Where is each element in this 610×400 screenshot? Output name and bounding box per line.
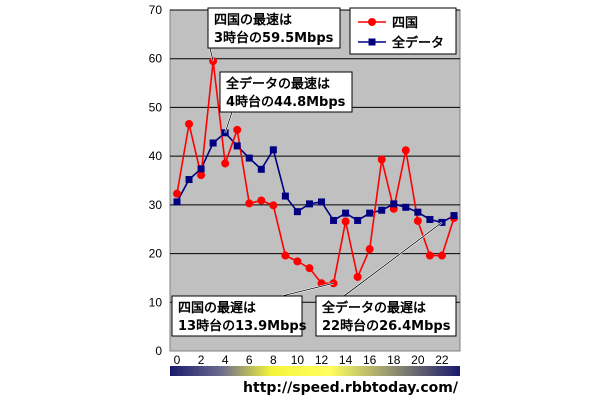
annotation-box (207, 7, 341, 49)
annotation-line2: 22時台の26.4Mbps (322, 318, 451, 334)
data-point-all (366, 209, 374, 217)
annotation-line2: 13時台の13.9Mbps (178, 318, 307, 334)
x-tick-label: 22 (435, 353, 449, 367)
annotation-leader-outline (281, 282, 334, 297)
data-point-all (426, 215, 434, 223)
annotation-box (219, 71, 353, 113)
annotation-line1: 四国の最遅は (178, 301, 256, 316)
annotation-line1: 全データの最速は (225, 76, 330, 92)
annotation-leader-outline (224, 111, 233, 133)
annotation-leader-outline (343, 222, 443, 297)
x-tick-label: 0 (174, 353, 181, 367)
annotation-box (171, 295, 303, 337)
data-point-all (318, 198, 326, 206)
legend-label: 四国 (392, 16, 418, 31)
x-tick-label: 12 (315, 353, 329, 367)
legend-marker-circle (368, 18, 376, 26)
data-point-shikoku (305, 264, 314, 273)
data-point-shikoku (257, 196, 266, 205)
x-tick-label: 16 (363, 353, 377, 367)
data-point-shikoku (185, 119, 194, 128)
data-point-all (330, 216, 338, 224)
data-point-all (293, 208, 301, 216)
data-point-shikoku (233, 125, 242, 134)
y-tick-label: 50 (149, 100, 163, 114)
data-point-all (450, 212, 458, 220)
data-point-shikoku (425, 251, 434, 260)
data-point-all (269, 146, 277, 154)
data-point-all (197, 165, 205, 173)
annotation-line1: 四国の最速は (214, 12, 292, 28)
data-point-shikoku (377, 155, 386, 164)
data-point-shikoku (245, 199, 254, 208)
time-of-day-bar (170, 366, 460, 376)
annotation-line1: 全データの最遅は (321, 300, 426, 316)
data-point-shikoku (221, 159, 230, 168)
data-point-shikoku (293, 257, 302, 266)
x-tick-label: 8 (270, 353, 277, 367)
data-point-all (209, 139, 217, 147)
annotation-leader-outline (209, 47, 214, 62)
data-point-shikoku (269, 201, 278, 210)
annotation-line2: 3時台の59.5Mbps (214, 30, 334, 46)
y-axis-ticks: 0 10 20 30 40 50 60 70 (149, 3, 163, 358)
data-point-shikoku (173, 189, 181, 198)
annotations: 四国の最速は 3時台の59.5Mbps 全データの最速は 4時台の44.8Mbps 四国… (171, 7, 457, 337)
data-point-all (402, 203, 410, 211)
data-point-all (281, 192, 289, 200)
data-point-all (257, 165, 265, 173)
data-point-all (354, 216, 362, 224)
data-point-all (173, 198, 181, 206)
data-point-shikoku (197, 171, 206, 180)
y-tick-label: 10 (149, 295, 163, 309)
x-tick-label: 10 (291, 353, 305, 367)
data-point-shikoku (437, 251, 446, 260)
data-point-shikoku (341, 217, 350, 226)
legend-label: 全データ (391, 35, 444, 51)
data-point-shikoku (413, 216, 422, 225)
y-tick-label: 70 (149, 3, 163, 17)
data-point-all (185, 176, 193, 184)
x-tick-label: 18 (387, 353, 401, 367)
series-line-shikoku (176, 61, 455, 285)
data-point-all (414, 208, 422, 216)
annotation-line2: 4時台の44.8Mbps (226, 94, 346, 110)
data-point-shikoku (353, 272, 362, 281)
footer-url: http://speed.rbbtoday.com/ (243, 380, 459, 396)
data-point-all (342, 209, 350, 217)
x-tick-label: 4 (222, 353, 229, 367)
x-axis-ticks: 0 2 4 6 8 10 12 14 16 18 20 22 (174, 353, 449, 367)
data-point-shikoku (281, 251, 290, 260)
y-tick-label: 30 (149, 198, 163, 212)
data-point-all (378, 206, 386, 214)
data-point-all (233, 142, 241, 150)
data-point-all (245, 154, 253, 162)
legend-marker-square (368, 38, 376, 46)
data-point-shikoku (365, 245, 374, 254)
y-tick-label: 60 (149, 52, 163, 66)
series-markers (173, 57, 458, 288)
data-point-all (305, 200, 313, 208)
y-tick-label: 40 (149, 149, 163, 163)
x-tick-label: 14 (339, 353, 353, 367)
data-point-all (390, 200, 398, 208)
x-tick-label: 20 (411, 353, 425, 367)
y-tick-label: 0 (155, 344, 162, 358)
x-tick-label: 6 (246, 353, 253, 367)
annotation-box (315, 295, 457, 337)
x-tick-label: 2 (198, 353, 205, 367)
data-point-shikoku (401, 146, 410, 155)
legend-box (349, 7, 457, 55)
y-tick-label: 20 (149, 247, 163, 261)
